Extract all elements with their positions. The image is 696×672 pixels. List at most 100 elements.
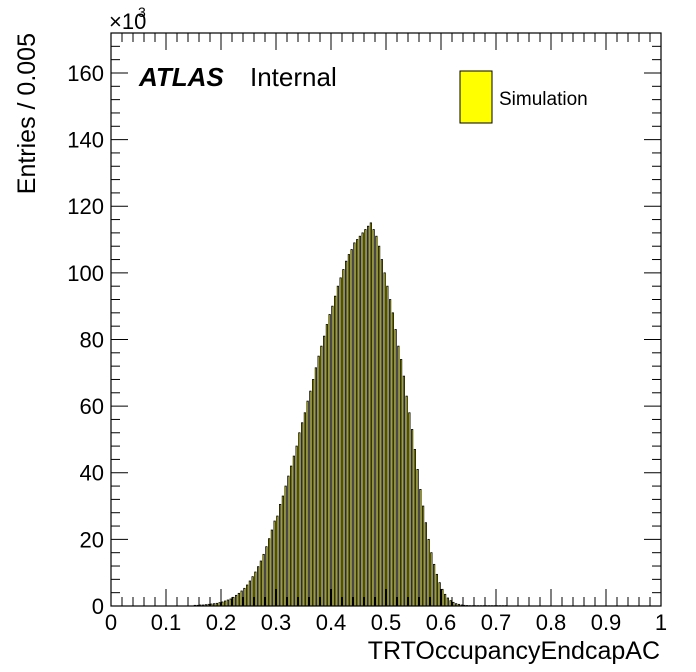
histogram-bar [328,314,331,607]
histogram-bar [320,345,323,607]
histogram-bar [400,359,403,607]
histogram-bar [237,592,240,607]
histogram-bar [240,590,243,607]
histogram-bar [281,495,284,607]
x-tick-label: 1 [655,610,667,635]
histogram-bar [353,242,356,607]
histogram-bar [356,239,359,607]
y-multiplier: ×10 [109,9,146,34]
legend-label-simulation: Simulation [499,89,588,110]
histogram-bar [270,529,273,607]
histogram-bar [367,225,370,607]
histogram-bar [224,600,227,607]
histogram-bar [383,272,386,607]
axis-ticks [110,32,662,607]
histogram-bar [312,379,315,607]
legend-swatch [459,70,493,124]
histogram-bar [254,571,257,607]
histogram-bar [416,469,419,607]
y-tick-labels: 0 20 40 60 80 100 120 140 160 [67,61,104,619]
histogram-bar [444,593,447,607]
histogram-bar [433,563,436,607]
x-tick-labels: 0 0.1 0.2 0.3 0.4 0.5 0.6 0.7 0.8 0.9 1 [105,610,667,635]
histogram-bar [317,355,320,607]
x-axis-title: TRTOccupancyEndcapAC [368,637,660,665]
histogram-bar [235,594,238,607]
y-tick-label: 80 [80,327,104,352]
histogram-bar [232,596,235,607]
histogram-bar [378,245,381,607]
histogram-bar [334,295,337,607]
histogram-bar [427,538,430,607]
histogram-bar [276,515,279,607]
histogram-bar [298,432,301,607]
histogram-bar [430,552,433,607]
histogram-bar [229,598,232,607]
histogram-bar [438,582,441,607]
y-tick-label: 160 [67,61,104,86]
x-tick-label: 0.3 [261,610,292,635]
histogram-bar [265,546,268,607]
histogram-bar [380,259,383,607]
histogram-bar [347,254,350,607]
histogram-bar [290,465,293,607]
histogram-bar [345,260,348,607]
histogram-bar [375,235,378,607]
histogram-bar [314,367,317,607]
histogram-bar [301,422,304,607]
histogram-bar [402,375,405,607]
histogram-bar [389,299,392,607]
histogram-bar [369,222,372,607]
histogram-bar [248,580,251,607]
histogram-bar [339,277,342,607]
histogram-bar [372,229,375,607]
histogram-bar [422,505,425,607]
y-tick-label: 60 [80,394,104,419]
y-tick-label: 20 [80,527,104,552]
histogram-bar [309,390,312,607]
histogram-bar [413,449,416,607]
x-tick-label: 0.6 [426,610,457,635]
histogram-bar [419,488,422,607]
histogram-bar [279,503,282,607]
histogram-bar [358,235,361,607]
histogram-bar [424,522,427,607]
histogram-bar [259,560,262,607]
x-tick-label: 0.7 [481,610,512,635]
histogram-bar [284,485,287,607]
x-tick-label: 0.1 [151,610,182,635]
histogram-bar [391,312,394,607]
y-tick-label: 40 [80,461,104,486]
y-tick-label: 140 [67,128,104,153]
y-multiplier-exponent: 3 [138,4,146,20]
histogram-bar [441,588,444,607]
histogram-bar [295,445,298,607]
x-tick-label: 0.9 [591,610,622,635]
y-tick-label: 120 [67,194,104,219]
histogram-bar [246,584,249,607]
histogram-bar [268,538,271,607]
histogram-bar [262,553,265,607]
x-tick-label: 0.8 [536,610,567,635]
histogram-bar [405,395,408,607]
y-tick-label: 100 [67,261,104,286]
histogram-bar [435,573,438,607]
histogram-bar [361,232,364,607]
y-tick-label: 0 [92,594,104,619]
internal-label: Internal [250,62,337,92]
histogram-bar [226,599,229,607]
histogram-bar [336,285,339,607]
histogram-bar [251,576,254,607]
histogram-bar [386,285,389,607]
histogram-bar [350,249,353,607]
histogram-bar [446,597,449,607]
x-tick-label: 0 [105,610,117,635]
histogram-bar [323,335,326,607]
histogram-bar [306,400,309,607]
x-tick-label: 0.4 [316,610,347,635]
histogram-bar [331,305,334,607]
histogram-bar [243,587,246,607]
histogram-bar [342,269,345,607]
x-tick-label: 0.5 [371,610,402,635]
